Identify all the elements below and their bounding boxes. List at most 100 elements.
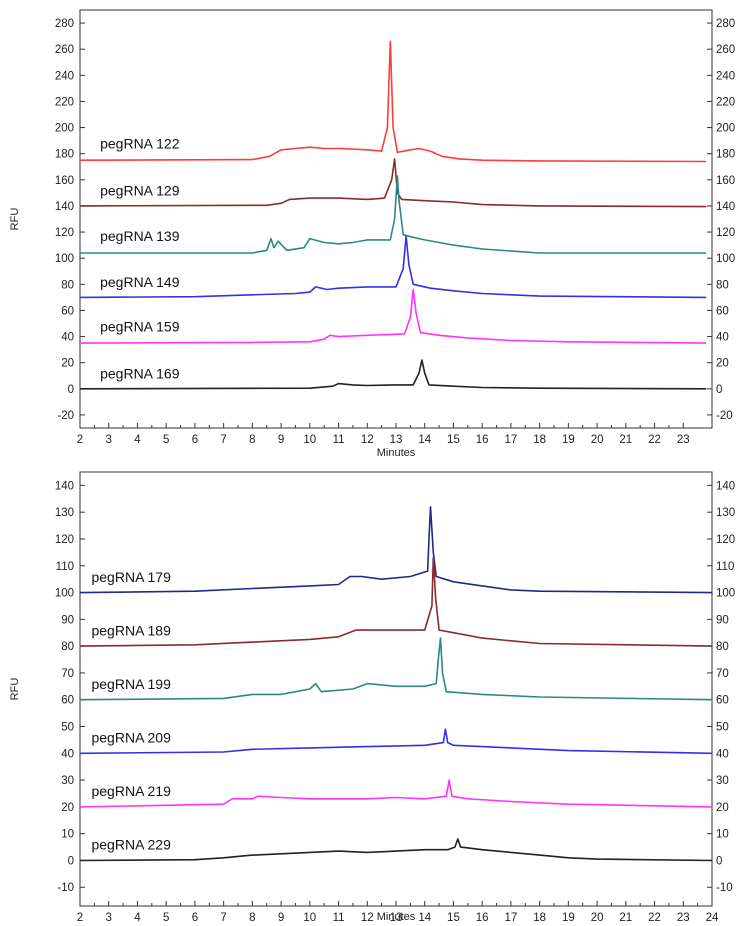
y-right-tick-label: 40 bbox=[716, 332, 729, 344]
y-tick-label: 40 bbox=[61, 332, 74, 344]
trace-pegrna-149 bbox=[79, 235, 707, 299]
y-right-tick-label: 0 bbox=[716, 384, 722, 396]
x-tick-label: 20 bbox=[591, 434, 604, 446]
trace-label: pegRNA 169 bbox=[100, 365, 180, 381]
y-right-tick-label: 220 bbox=[716, 96, 735, 108]
x-tick-label: 21 bbox=[619, 434, 632, 446]
x-tick-label: 14 bbox=[418, 434, 431, 446]
y-tick-label: 180 bbox=[55, 149, 74, 161]
trace-pegrna-179 bbox=[79, 506, 713, 594]
x-tick-label: 21 bbox=[619, 912, 632, 924]
y-tick-label: -20 bbox=[57, 410, 74, 422]
x-tick-label: 8 bbox=[249, 912, 255, 924]
y-tick-label: 120 bbox=[55, 227, 74, 239]
trace-pegrna-139 bbox=[80, 175, 707, 254]
y-right-tick-label: 140 bbox=[716, 480, 735, 492]
y-right-tick-label: 60 bbox=[716, 305, 729, 317]
y-tick-label: 0 bbox=[68, 384, 74, 396]
x-tick-label: 18 bbox=[533, 912, 546, 924]
x-tick-label: 10 bbox=[303, 434, 316, 446]
trace-label: pegRNA 209 bbox=[91, 730, 171, 746]
y-tick-label: 200 bbox=[55, 123, 74, 135]
trace-label: pegRNA 219 bbox=[91, 783, 171, 799]
x-tick-label: 14 bbox=[418, 912, 431, 924]
y-right-tick-label: 70 bbox=[716, 668, 729, 680]
y-tick-label: 60 bbox=[61, 305, 74, 317]
y-tick-label: 140 bbox=[55, 201, 74, 213]
x-tick-label: 3 bbox=[106, 912, 112, 924]
trace-pegrna-159 bbox=[79, 288, 707, 344]
x-tick-label: 8 bbox=[249, 434, 255, 446]
x-tick-label: 15 bbox=[447, 434, 460, 446]
x-tick-label: 2 bbox=[77, 434, 83, 446]
x-tick-label: 7 bbox=[220, 434, 226, 446]
y-right-tick-label: 10 bbox=[716, 829, 729, 841]
trace-label: pegRNA 139 bbox=[100, 228, 180, 244]
y-right-tick-label: 80 bbox=[716, 279, 729, 291]
x-tick-label: 19 bbox=[562, 434, 575, 446]
y-right-tick-label: 100 bbox=[716, 253, 735, 265]
y-right-tick-label: 100 bbox=[716, 588, 735, 600]
trace-label: pegRNA 159 bbox=[100, 318, 180, 334]
y-tick-label: 260 bbox=[55, 44, 74, 56]
y-axis-title: RFU bbox=[9, 678, 21, 701]
y-right-tick-label: 120 bbox=[716, 534, 735, 546]
trace-label: pegRNA 229 bbox=[91, 837, 171, 853]
y-tick-label: 80 bbox=[61, 279, 74, 291]
x-tick-label: 23 bbox=[677, 912, 690, 924]
x-tick-label: 19 bbox=[562, 912, 575, 924]
y-tick-label: -10 bbox=[57, 882, 74, 894]
x-tick-label: 18 bbox=[533, 434, 546, 446]
y-right-tick-label: 200 bbox=[716, 123, 735, 135]
chromatogram-panel-top: 2 3 4 5 6 7 8 9 10 11 12 13 14 15 16 17 18 19 20 21 22 23-20-… bbox=[9, 9, 735, 459]
x-tick-label: 6 bbox=[192, 912, 198, 924]
x-tick-label: 11 bbox=[333, 912, 345, 924]
y-right-tick-label: -20 bbox=[716, 410, 733, 422]
x-tick-label: 22 bbox=[648, 434, 661, 446]
y-tick-label: 130 bbox=[55, 507, 74, 519]
trace-pegrna-219 bbox=[79, 779, 713, 808]
x-tick-label: 17 bbox=[505, 912, 518, 924]
trace-pegrna-189 bbox=[79, 556, 713, 647]
y-tick-label: 30 bbox=[61, 775, 74, 787]
x-tick-label: 10 bbox=[303, 912, 316, 924]
x-tick-label: 13 bbox=[390, 434, 403, 446]
x-tick-label: 5 bbox=[163, 912, 169, 924]
x-tick-label: 9 bbox=[278, 912, 284, 924]
trace-label: pegRNA 129 bbox=[100, 182, 180, 198]
x-tick-label: 13 bbox=[390, 912, 403, 924]
y-tick-label: 280 bbox=[55, 18, 74, 30]
trace-label: pegRNA 179 bbox=[91, 569, 171, 585]
y-tick-label: 20 bbox=[61, 358, 74, 370]
trace-pegrna-209 bbox=[79, 728, 713, 755]
x-tick-label: 11 bbox=[333, 434, 345, 446]
y-right-tick-label: 40 bbox=[716, 748, 729, 760]
trace-pegrna-122 bbox=[79, 40, 707, 163]
y-right-tick-label: -10 bbox=[716, 882, 733, 894]
chromatogram-panel-bottom: 2 3 4 5 6 7 8 9 10 11 12 13 14 15 16 17 18 19 20 21 22 23 24-1… bbox=[9, 471, 735, 924]
y-tick-label: 140 bbox=[55, 480, 74, 492]
x-tick-label: 12 bbox=[361, 434, 374, 446]
y-right-tick-label: 80 bbox=[716, 641, 729, 653]
y-right-tick-label: 130 bbox=[716, 507, 735, 519]
x-tick-label: 22 bbox=[648, 912, 661, 924]
x-tick-label: 4 bbox=[134, 434, 141, 446]
y-tick-label: 20 bbox=[61, 802, 74, 814]
y-right-tick-label: 240 bbox=[716, 70, 735, 82]
y-right-tick-label: 260 bbox=[716, 44, 735, 56]
y-tick-label: 100 bbox=[55, 253, 74, 265]
y-right-tick-label: 90 bbox=[716, 614, 729, 626]
y-tick-label: 90 bbox=[61, 614, 74, 626]
x-tick-label: 20 bbox=[591, 912, 604, 924]
x-tick-label: 15 bbox=[447, 912, 460, 924]
x-tick-label: 9 bbox=[278, 434, 284, 446]
y-right-tick-label: 180 bbox=[716, 149, 735, 161]
y-tick-label: 60 bbox=[61, 695, 74, 707]
trace-pegrna-199 bbox=[79, 637, 713, 701]
x-tick-label: 7 bbox=[220, 912, 226, 924]
y-tick-label: 220 bbox=[55, 96, 74, 108]
x-tick-label: 4 bbox=[134, 912, 141, 924]
y-right-tick-label: 20 bbox=[716, 802, 729, 814]
y-tick-label: 100 bbox=[55, 588, 74, 600]
